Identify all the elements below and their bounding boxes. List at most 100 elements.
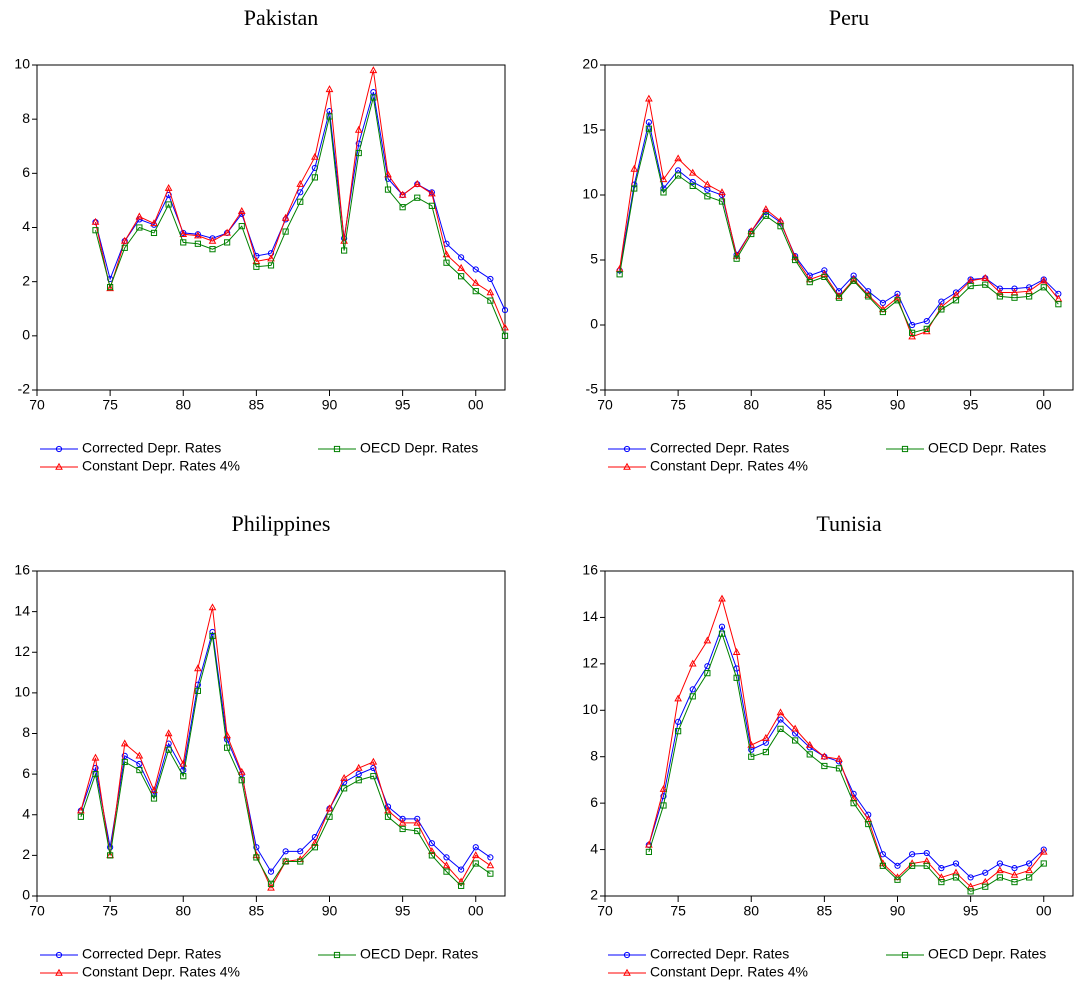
- x-tick-label: 00: [1036, 903, 1052, 919]
- legend-item: Constant Depr. Rates 4%: [40, 964, 240, 980]
- x-tick-label: 95: [395, 397, 411, 413]
- point: [1025, 866, 1033, 874]
- point: [209, 246, 216, 253]
- point: [354, 125, 363, 133]
- point: [340, 773, 348, 781]
- series-line: [95, 91, 506, 311]
- point: [92, 771, 99, 778]
- point: [733, 255, 740, 262]
- point: [688, 168, 697, 176]
- point: [398, 190, 407, 198]
- legend-item: Constant Depr. Rates 4%: [40, 458, 240, 474]
- point: [121, 758, 128, 766]
- point: [194, 664, 202, 672]
- point: [238, 777, 245, 784]
- point: [414, 827, 421, 835]
- point: [996, 285, 1003, 292]
- point: [806, 751, 813, 758]
- point: [996, 866, 1004, 874]
- point: [341, 779, 348, 786]
- point: [645, 94, 653, 102]
- point: [267, 254, 275, 262]
- point: [821, 267, 828, 274]
- series-line: [648, 597, 1045, 888]
- point: [849, 275, 858, 283]
- legend-marker: [623, 968, 631, 976]
- point: [1040, 860, 1047, 867]
- point: [370, 764, 377, 772]
- point: [164, 183, 173, 191]
- legend-label: Corrected Depr. Rates: [650, 946, 789, 962]
- point: [674, 154, 682, 162]
- point: [762, 212, 769, 219]
- point: [487, 275, 494, 283]
- point: [282, 858, 289, 865]
- point: [106, 284, 114, 292]
- point: [341, 785, 348, 792]
- point: [501, 332, 509, 339]
- x-tick-label: 70: [29, 903, 45, 919]
- point: [369, 757, 378, 765]
- point: [91, 753, 100, 761]
- point: [487, 297, 494, 304]
- point: [165, 746, 172, 753]
- point: [208, 603, 217, 611]
- series-line: [80, 607, 491, 889]
- point: [777, 716, 784, 723]
- point: [806, 279, 813, 286]
- point: [689, 693, 696, 700]
- series-line: [619, 128, 1059, 334]
- point: [120, 739, 129, 747]
- x-tick-label: 85: [249, 903, 265, 919]
- x-tick-label: 00: [1036, 397, 1052, 413]
- point: [923, 318, 930, 325]
- y-tick-label: 10: [582, 186, 598, 202]
- point: [355, 771, 362, 778]
- point: [180, 773, 187, 780]
- point: [486, 288, 495, 296]
- point: [1011, 294, 1018, 301]
- point: [879, 308, 886, 316]
- point: [311, 844, 318, 851]
- point: [384, 806, 392, 814]
- x-tick-label: 00: [468, 903, 484, 919]
- point: [967, 282, 974, 290]
- point: [1010, 870, 1019, 878]
- point: [762, 205, 770, 212]
- x-tick-label: 80: [743, 397, 759, 413]
- point: [267, 262, 275, 269]
- point: [414, 194, 421, 201]
- point: [835, 754, 843, 762]
- point: [703, 636, 712, 644]
- point: [645, 125, 652, 132]
- point: [967, 888, 974, 895]
- point: [471, 278, 480, 286]
- y-tick-label: 15: [582, 121, 598, 137]
- point: [909, 851, 916, 858]
- x-tick-label: 85: [817, 903, 833, 919]
- chart-title: Pakistan: [244, 5, 319, 30]
- point: [281, 213, 290, 221]
- point: [458, 882, 465, 889]
- point: [733, 674, 740, 681]
- point: [311, 174, 318, 181]
- point: [282, 228, 289, 235]
- y-tick-label: 2: [590, 887, 598, 903]
- legend-marker: [901, 445, 909, 453]
- point: [996, 874, 1003, 881]
- x-tick-label: 75: [670, 397, 686, 413]
- point: [952, 860, 960, 867]
- point: [77, 813, 84, 820]
- point: [762, 748, 769, 756]
- x-tick-label: 95: [963, 397, 979, 413]
- point: [909, 321, 916, 329]
- point: [894, 862, 901, 869]
- point: [326, 813, 333, 820]
- point: [850, 800, 857, 807]
- point: [865, 811, 872, 818]
- point: [487, 870, 494, 877]
- point: [967, 874, 974, 881]
- point: [136, 224, 143, 231]
- series-line: [619, 98, 1059, 338]
- point: [399, 825, 406, 833]
